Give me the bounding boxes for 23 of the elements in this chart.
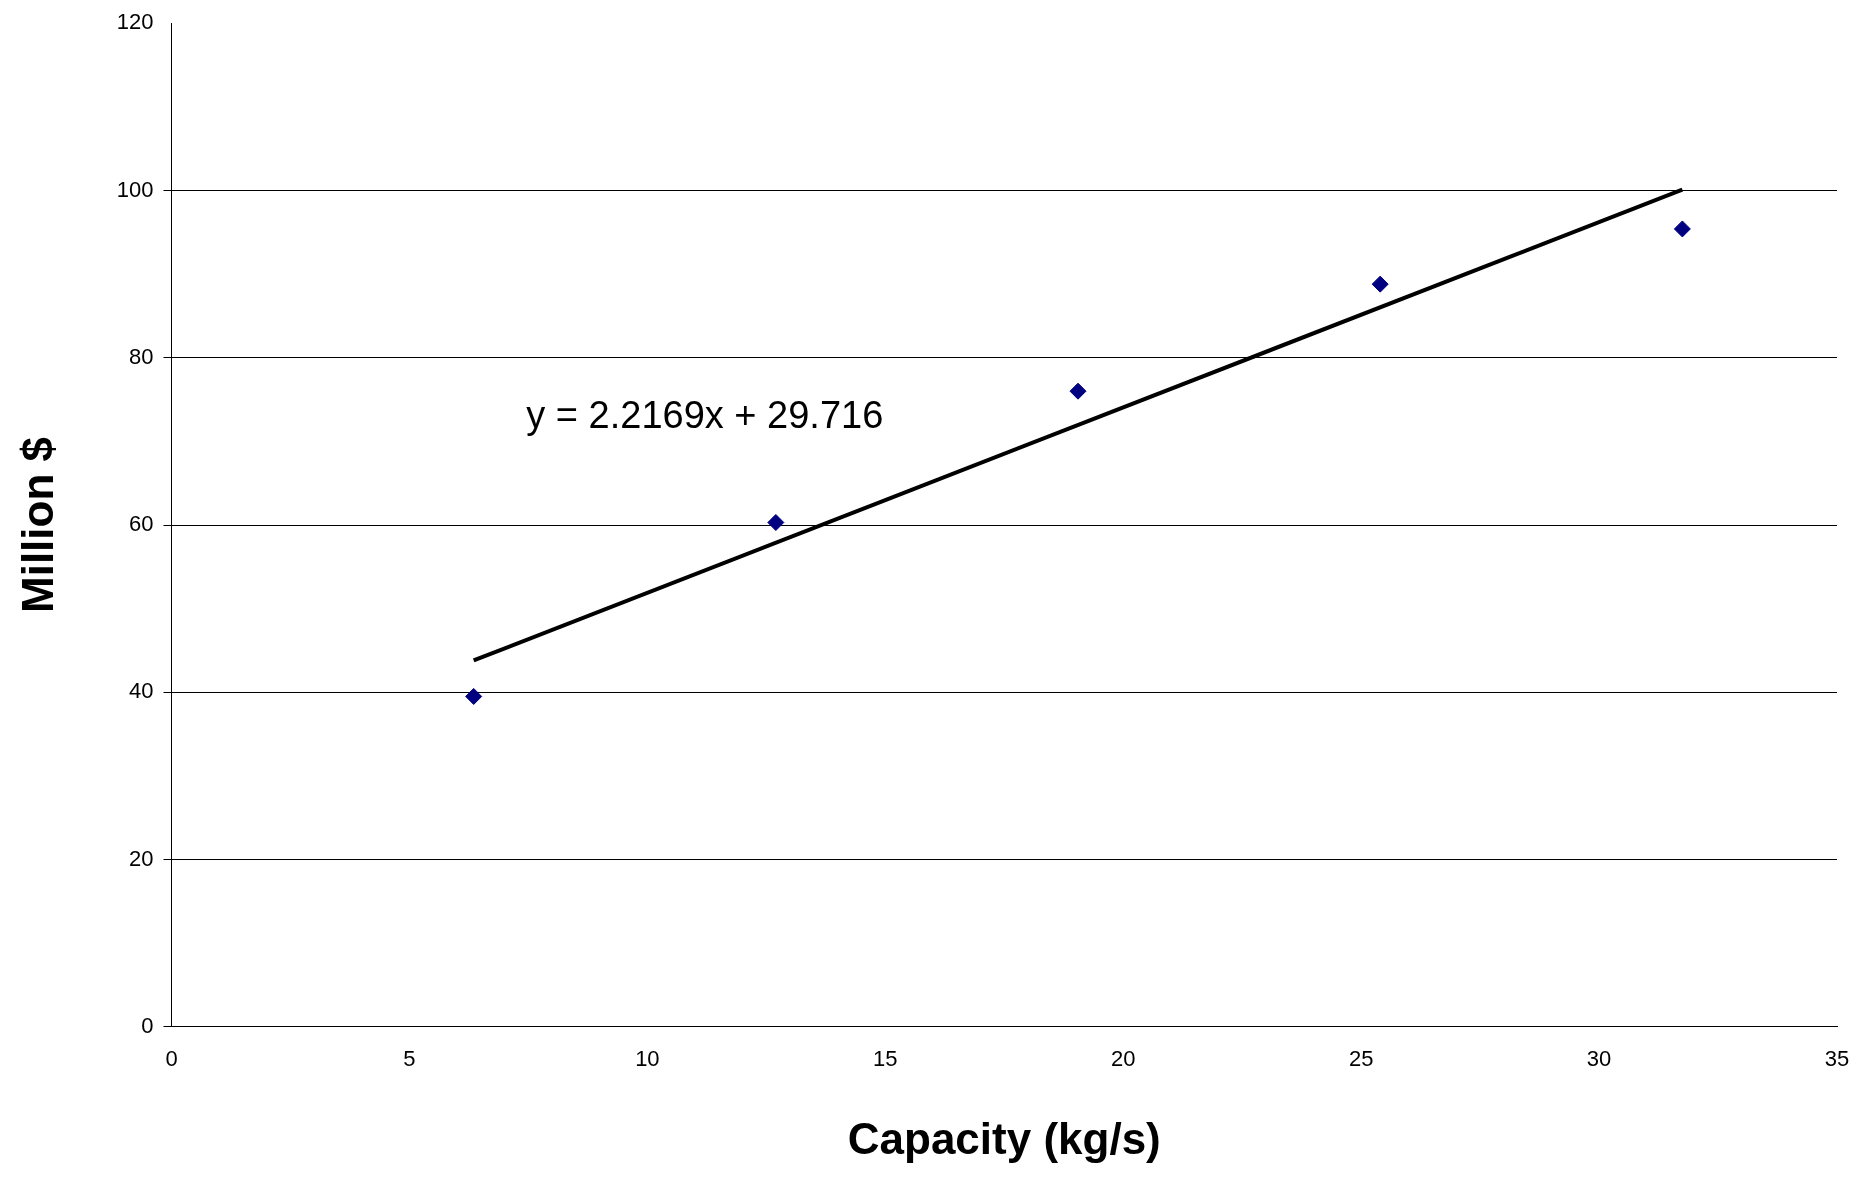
point: [767, 513, 785, 531]
x-tick-label: 25: [1348, 1046, 1374, 1072]
x-tick-label: 10: [635, 1046, 660, 1072]
y-tick-label: 20: [129, 845, 154, 871]
x-tick-label: 15: [873, 1046, 898, 1072]
y-tick-label: 80: [129, 343, 154, 369]
annotation: y = 2.2169x + 29.716: [526, 394, 884, 437]
point: [1371, 275, 1389, 293]
point: [1673, 220, 1691, 238]
x-tick-label: 30: [1586, 1046, 1612, 1072]
x-tick-label: 5: [403, 1046, 416, 1072]
y-tick-label: 0: [141, 1012, 154, 1038]
y-tick-label: 100: [116, 176, 154, 202]
x-axis-title: Capacity (kg/s): [847, 1113, 1161, 1163]
y-tick-label: 60: [129, 511, 154, 537]
x-tick-label: 35: [1824, 1046, 1850, 1072]
x-tick-label: 20: [1110, 1046, 1136, 1072]
y-axis-title: Million $: [12, 437, 62, 613]
point: [1069, 382, 1087, 400]
y-tick-label: 40: [129, 678, 154, 704]
point: [465, 687, 483, 705]
y-tick-label: 120: [116, 9, 154, 35]
x-tick-label: 0: [165, 1046, 178, 1072]
